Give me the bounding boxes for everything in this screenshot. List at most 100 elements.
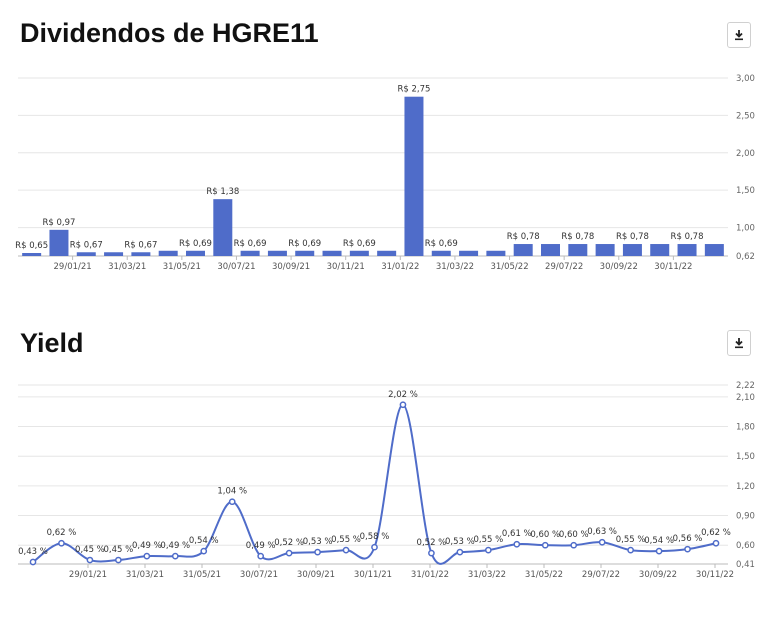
bar	[49, 229, 69, 256]
download-icon	[735, 30, 743, 41]
y-tick-label: 1,20	[736, 482, 755, 492]
x-tick-label: 30/09/21	[272, 262, 310, 272]
data-label: 0,55 %	[473, 535, 503, 545]
data-label: 1,04 %	[217, 487, 247, 497]
data-point	[285, 549, 293, 557]
bar	[459, 250, 479, 256]
x-tick-label: 29/01/21	[69, 570, 107, 580]
data-label: R$ 0,65	[15, 241, 48, 251]
bar	[322, 250, 342, 256]
data-point	[484, 546, 492, 554]
x-tick-label: 31/05/22	[490, 262, 528, 272]
bar	[486, 250, 506, 256]
bar	[541, 244, 560, 256]
data-label: 0,52 %	[274, 538, 304, 548]
bar	[131, 252, 151, 256]
data-label: R$ 0,67	[124, 240, 157, 250]
data-point	[171, 552, 179, 560]
y-tick-label: 1,80	[736, 423, 755, 433]
x-tick-label: 30/11/21	[354, 570, 392, 580]
data-label: R$ 0,78	[561, 232, 594, 242]
x-tick-label: 30/09/22	[600, 262, 638, 272]
bar	[22, 253, 42, 256]
data-label: 0,45 %	[75, 545, 105, 555]
x-tick-label: 30/09/21	[297, 570, 335, 580]
data-label: 0,55 %	[331, 535, 361, 545]
bar	[76, 252, 96, 256]
x-tick-label: 30/09/22	[639, 570, 677, 580]
data-label: 0,54 %	[644, 536, 674, 546]
y-tick-label: 2,50	[736, 111, 755, 121]
bar	[568, 244, 588, 256]
y-tick-label: 2,22	[736, 381, 755, 391]
data-point	[712, 539, 720, 547]
data-label: 0,60 %	[530, 530, 560, 540]
data-label: 0,53 %	[445, 537, 475, 547]
data-point	[371, 543, 378, 551]
data-point	[342, 546, 350, 554]
data-label: R$ 1,38	[206, 187, 239, 197]
bar	[377, 250, 397, 256]
y-tick-label: 0,41	[736, 560, 755, 570]
y-tick-label: 1,00	[736, 224, 755, 234]
data-label: R$ 0,78	[671, 232, 704, 242]
bar	[158, 250, 178, 256]
data-point	[399, 401, 407, 409]
data-point	[314, 548, 321, 556]
data-point	[541, 541, 549, 549]
data-point	[570, 541, 578, 549]
data-label: R$ 0,69	[234, 239, 267, 249]
dividends-chart-title: Dividendos de HGRE11	[20, 18, 319, 48]
data-point	[29, 558, 37, 566]
bar	[595, 244, 615, 256]
x-tick-label: 31/03/22	[468, 570, 506, 580]
data-point	[228, 498, 236, 506]
data-label: R$ 2,75	[397, 85, 430, 95]
data-label: 0,58 %	[360, 532, 390, 542]
y-tick-label: 0,62	[736, 252, 755, 262]
dividends-bar-chart: 0,62 1,00 1,50 2,00 2,50 3,00 R$ 0,65 R$ 0,97 R$…	[15, 74, 755, 272]
bar	[622, 244, 642, 256]
x-tick-label: 31/03/21	[108, 262, 146, 272]
data-point	[115, 556, 122, 564]
yield-chart-title: Yield	[20, 328, 84, 358]
data-label: R$ 0,67	[70, 240, 103, 250]
y-tick-label: 0,90	[736, 512, 755, 522]
data-point	[655, 547, 663, 555]
bar	[677, 244, 697, 256]
data-label: 0,54 %	[189, 536, 219, 546]
data-label: R$ 0,78	[616, 232, 649, 242]
data-point	[86, 556, 94, 564]
yield-line	[32, 403, 717, 565]
data-point	[456, 548, 464, 556]
x-tick-label: 31/01/22	[411, 570, 449, 580]
x-tick-label: 31/05/21	[183, 570, 221, 580]
data-label: 0,62 %	[47, 528, 77, 538]
data-label: 0,45 %	[104, 545, 134, 555]
bar	[404, 96, 424, 256]
data-point	[684, 545, 691, 553]
bar	[349, 250, 369, 256]
x-tick-label: 30/11/21	[327, 262, 365, 272]
data-label: R$ 0,69	[425, 239, 458, 249]
bar	[186, 250, 205, 256]
download-yield-button[interactable]	[727, 330, 751, 356]
x-tick-label: 30/07/21	[217, 262, 255, 272]
x-tick-label: 29/01/21	[54, 262, 92, 272]
data-label: R$ 0,78	[507, 232, 540, 242]
data-point	[627, 546, 634, 554]
data-point	[58, 539, 65, 547]
bar	[267, 250, 287, 256]
bar	[295, 250, 315, 256]
data-label: 0,49 %	[132, 541, 162, 551]
data-label: R$ 0,97	[42, 218, 75, 228]
download-dividends-button[interactable]	[727, 22, 751, 48]
x-tick-label: 29/07/22	[582, 570, 620, 580]
yield-line-chart: 0,41 0,60 0,90 1,20 1,50 1,80 2,10 2,22 0,43 % 0,…	[18, 381, 755, 580]
data-label: 0,61 %	[502, 529, 532, 539]
x-tick-label: 30/11/22	[654, 262, 692, 272]
data-point	[143, 552, 151, 560]
bar	[513, 244, 533, 256]
bar	[431, 250, 451, 256]
y-tick-label: 2,10	[736, 393, 755, 403]
